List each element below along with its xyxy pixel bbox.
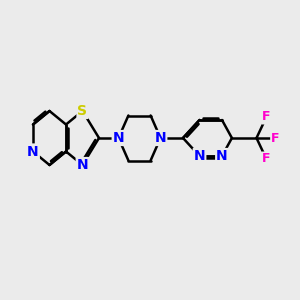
Text: N: N [27,145,39,158]
Text: N: N [216,149,228,163]
Text: N: N [194,149,205,163]
Text: N: N [77,158,88,172]
Text: N: N [113,131,124,145]
Text: F: F [262,110,271,124]
Text: S: S [77,104,88,118]
Text: F: F [271,131,280,145]
Text: F: F [262,152,271,166]
Text: N: N [155,131,166,145]
